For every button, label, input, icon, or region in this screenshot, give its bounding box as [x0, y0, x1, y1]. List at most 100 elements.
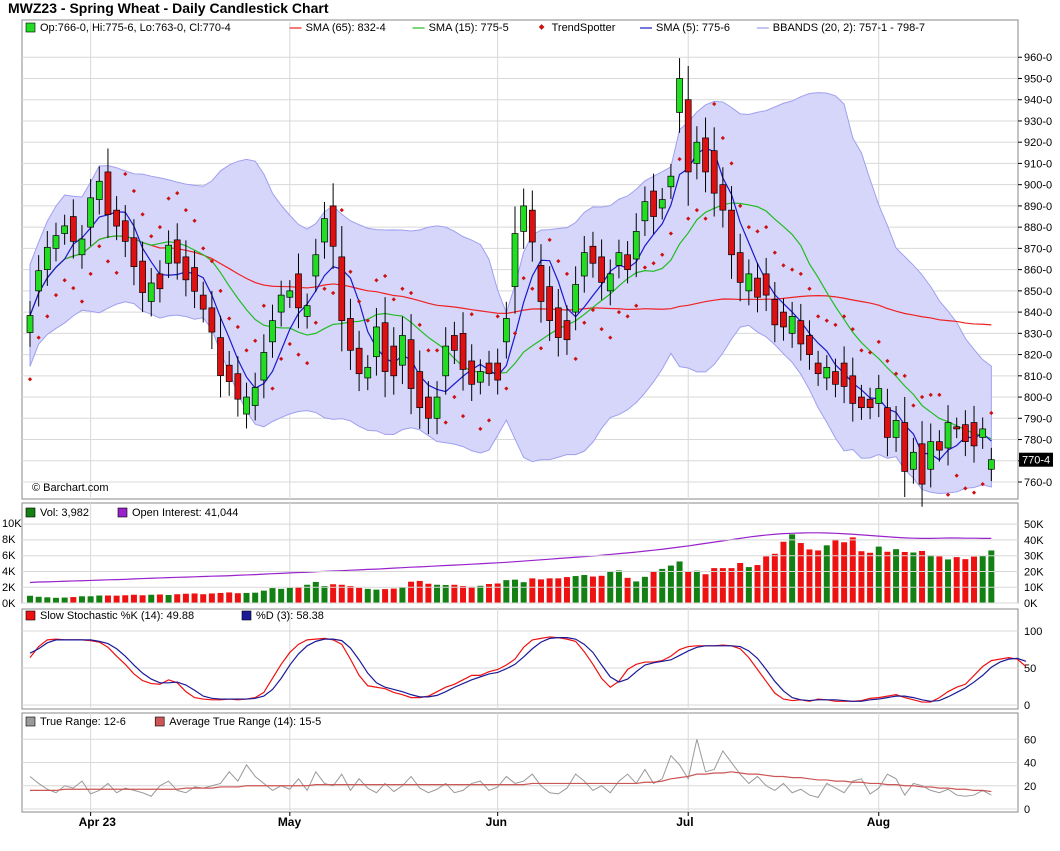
last-price-box [1019, 452, 1053, 467]
trendspotter-diamond [850, 326, 855, 332]
legend-label: SMA (15): 775-5 [429, 22, 509, 34]
volume-bar [667, 565, 674, 603]
volume-bar [460, 586, 467, 603]
candle-body [139, 260, 146, 293]
trendspotter-diamond [313, 320, 318, 325]
volume-bar [512, 579, 518, 603]
volume-bar [555, 578, 562, 603]
trendspotter-diamond [452, 394, 457, 400]
volume-bar [945, 559, 952, 603]
trendspotter-diamond [867, 350, 873, 355]
volume-bar [347, 586, 354, 603]
x-tick-label: Apr 23 [79, 815, 117, 829]
candle-body [381, 322, 389, 372]
trendspotter-diamond [322, 286, 327, 291]
volume-bar [789, 534, 796, 603]
volume-bar [243, 592, 250, 603]
price-tick-label: 820-0 [1024, 350, 1052, 362]
candle-body [641, 201, 649, 222]
volume-bar [269, 588, 276, 603]
trendspotter-diamond [677, 157, 682, 162]
legend-label: Vol: 3,982 [40, 507, 89, 519]
x-tick-label: Jun [486, 815, 507, 829]
volume-bar [70, 597, 77, 603]
chart-title: MWZ23 - Spring Wheat - Daily Candlestick… [8, 0, 329, 16]
legend-swatch [117, 507, 128, 518]
trendspotter-diamond [798, 271, 803, 276]
volume-tick-label: 0K [2, 598, 16, 610]
trendspotter-diamond [391, 297, 396, 302]
volume-bar [728, 568, 735, 603]
candle-body [243, 396, 250, 415]
trendspotter-diamond [287, 341, 292, 347]
candle-body [35, 270, 43, 292]
candle-body [69, 216, 77, 242]
trendspotter-diamond [755, 229, 760, 234]
trendspotter-diamond [919, 394, 925, 400]
candle-body [632, 231, 640, 260]
oi-tick-label: 10K [1024, 582, 1044, 594]
candle-body [745, 273, 753, 292]
candle-body [676, 78, 683, 113]
volume-bar [148, 594, 155, 603]
volume-bar [425, 583, 432, 603]
oi-tick-label: 50K [1024, 519, 1044, 531]
trendspotter-diamond [971, 490, 977, 495]
legend-swatch [538, 24, 545, 30]
volume-bar [503, 580, 510, 603]
volume-tick-label: 4K [2, 566, 16, 578]
candle-body [251, 387, 259, 406]
price-tick-label: 790-0 [1024, 413, 1052, 425]
oi-tick-label: 40K [1024, 535, 1044, 547]
price-tick-label: 760-0 [1024, 477, 1052, 489]
volume-bar [754, 565, 761, 603]
trendspotter-diamond [547, 237, 552, 243]
trendspotter-diamond [885, 358, 890, 364]
candle-body [416, 371, 424, 409]
price-tick-label: 930-0 [1024, 116, 1052, 128]
legend-label: SMA (65): 832-4 [306, 22, 386, 34]
volume-bar [702, 574, 709, 603]
trendspotter-diamond [816, 314, 821, 319]
candle-body [217, 337, 224, 376]
candle-body [173, 239, 181, 264]
candle-body [286, 290, 294, 298]
trendspotter-diamond [339, 208, 344, 213]
trendspotter-diamond [608, 335, 613, 340]
candle-body [936, 441, 943, 451]
price-tick-label: 810-0 [1024, 371, 1052, 383]
volume-bar [780, 541, 787, 603]
volume-bar [468, 586, 475, 603]
price-tick-label: 850-0 [1024, 286, 1052, 298]
legend-label: BBANDS (20, 2): 757-1 - 798-7 [773, 22, 925, 34]
volume-bar [486, 583, 493, 603]
volume-bar [434, 584, 441, 603]
candle-body [658, 199, 666, 209]
candle-body [572, 284, 579, 313]
volume-bar [901, 551, 908, 603]
trendspotter-diamond [859, 348, 864, 353]
trendspotter-diamond [97, 244, 102, 249]
trendspotter-diamond [902, 373, 907, 378]
volume-bar [719, 568, 726, 603]
stoch-tick-label: 0 [1024, 700, 1030, 712]
volume-bar [494, 583, 501, 603]
candle-body [347, 318, 354, 351]
trendspotter-diamond [131, 188, 137, 194]
oi-tick-label: 30K [1024, 551, 1044, 563]
candle-body [425, 396, 432, 419]
volume-bar [321, 586, 328, 603]
candle-body [580, 252, 588, 277]
trendspotter-diamond [469, 312, 474, 317]
trendspotter-diamond [183, 208, 189, 213]
volume-bar [330, 584, 337, 603]
true-range-legend: True Range: 12-6 Average True Range (14):… [25, 716, 321, 728]
candle-body [130, 237, 138, 268]
volume-bar [641, 576, 648, 603]
volume-bar [520, 582, 527, 603]
last-price-tag: 770-4 [1019, 452, 1053, 467]
legend-swatch [25, 22, 36, 33]
trendspotter-diamond [538, 346, 544, 351]
tr-tick-label: 40 [1024, 758, 1036, 770]
price-tick-label: 830-0 [1024, 328, 1052, 340]
